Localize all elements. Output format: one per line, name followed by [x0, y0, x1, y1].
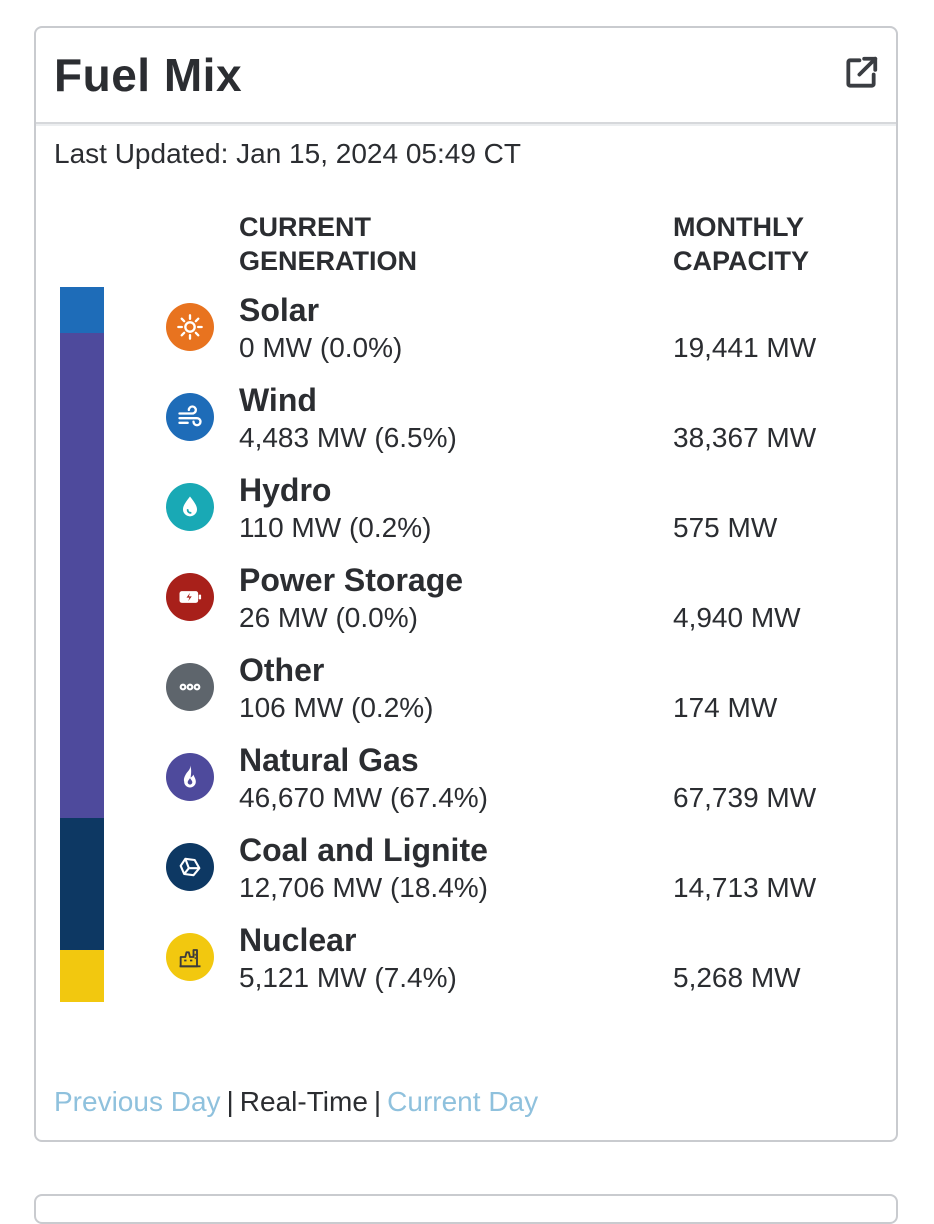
fuel-capacity: 19,441 MW [673, 332, 817, 363]
bar-segment-coal [60, 818, 104, 950]
current-generation-header: CURRENT GENERATION [239, 212, 418, 276]
card-title: Fuel Mix [54, 49, 243, 101]
nav-separator: | [226, 1086, 234, 1117]
fuel-name: Power Storage [239, 562, 464, 598]
bar-segment-wind [60, 287, 104, 333]
fuel-generation: 0 MW (0.0%) [239, 332, 403, 363]
fuel-name: Natural Gas [239, 742, 419, 778]
fuel-row-nuclear: Nuclear 5,121 MW (7.4%) 5,268 MW [36, 922, 900, 1012]
fuel-generation: 26 MW (0.0%) [239, 602, 418, 633]
fuel-capacity: 38,367 MW [673, 422, 817, 453]
current-day-link[interactable]: Current Day [387, 1086, 539, 1117]
fuel-generation: 4,483 MW (6.5%) [239, 422, 457, 453]
more-dots-icon [166, 663, 214, 711]
flame-icon [166, 753, 214, 801]
fuel-name: Nuclear [239, 922, 357, 958]
fuel-mix-card: Fuel Mix Last Updated: Jan 15, 2024 05:4… [34, 26, 898, 1142]
battery-icon [166, 573, 214, 621]
previous-day-link[interactable]: Previous Day [54, 1086, 221, 1117]
fuel-generation: 12,706 MW (18.4%) [239, 872, 488, 903]
external-link-icon[interactable] [842, 54, 880, 92]
fuel-row-solar: Solar 0 MW (0.0%) 19,441 MW [36, 292, 900, 382]
water-drop-icon [166, 483, 214, 531]
fuel-capacity: 5,268 MW [673, 962, 801, 993]
fuel-capacity: 67,739 MW [673, 782, 817, 813]
fuel-capacity: 4,940 MW [673, 602, 801, 633]
fuel-generation: 5,121 MW (7.4%) [239, 962, 457, 993]
fuel-name: Hydro [239, 472, 332, 508]
wind-icon [166, 393, 214, 441]
fuel-capacity: 575 MW [673, 512, 778, 543]
fuel-generation: 110 MW (0.2%) [239, 512, 432, 543]
fuel-name: Other [239, 652, 325, 688]
card-header: Fuel Mix [36, 28, 896, 124]
monthly-capacity-header: MONTHLY CAPACITY [673, 212, 810, 276]
fuel-row-coal-and-lignite: Coal and Lignite 12,706 MW (18.4%) 14,71… [36, 832, 900, 922]
fuel-row-power-storage: Power Storage 26 MW (0.0%) 4,940 MW [36, 562, 900, 652]
next-card-edge [34, 1194, 898, 1224]
sun-icon [166, 303, 214, 351]
fuel-generation: 106 MW (0.2%) [239, 692, 434, 723]
coal-icon [166, 843, 214, 891]
fuel-name: Coal and Lignite [239, 832, 488, 868]
fuel-capacity: 14,713 MW [673, 872, 817, 903]
fuel-name: Wind [239, 382, 317, 418]
fuel-capacity: 174 MW [673, 692, 778, 723]
fuel-name: Solar [239, 292, 320, 328]
last-updated: Last Updated: Jan 15, 2024 05:49 CT [54, 138, 521, 169]
real-time-label: Real-Time [239, 1086, 368, 1117]
fuel-row-hydro: Hydro 110 MW (0.2%) 575 MW [36, 472, 900, 562]
nuclear-plant-icon [166, 933, 214, 981]
fuel-row-natural-gas: Natural Gas 46,670 MW (67.4%) 67,739 MW [36, 742, 900, 832]
bar-segment-natural-gas [60, 333, 104, 818]
time-range-nav: Previous Day | Real-Time | Current Day [54, 1086, 538, 1118]
fuel-row-other: Other 106 MW (0.2%) 174 MW [36, 652, 900, 742]
bar-segment-nuclear [60, 950, 104, 1002]
nav-separator: | [373, 1086, 382, 1117]
fuel-mix-stacked-bar [60, 287, 104, 1002]
fuel-row-wind: Wind 4,483 MW (6.5%) 38,367 MW [36, 382, 900, 472]
fuel-generation: 46,670 MW (67.4%) [239, 782, 488, 813]
